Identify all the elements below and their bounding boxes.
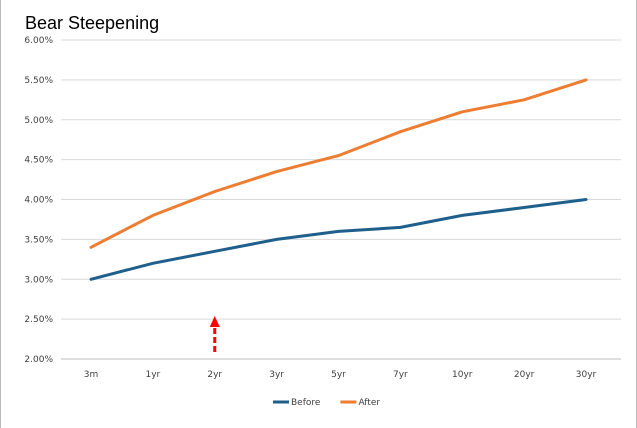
y-tick-label: 4.50% <box>24 156 53 166</box>
series-lines <box>89 78 588 281</box>
legend: Before After <box>273 398 380 408</box>
chart-title: Bear Steepening <box>25 13 159 33</box>
y-tick-label: 4.00% <box>24 196 53 206</box>
gridlines <box>61 39 621 360</box>
y-tick-label: 5.50% <box>24 76 53 86</box>
x-axis-tick-labels: 3m 1yr 2yr 3yr 5yr 7yr 10yr 20yr 30yr <box>84 370 597 380</box>
series-line-after <box>89 78 588 249</box>
y-tick-label: 3.50% <box>24 235 53 245</box>
y-axis-tick-labels: 2.00% 2.50% 3.00% 3.50% 4.00% 4.50% 5.00% 5.50%… <box>24 36 53 365</box>
x-tick-label: 3m <box>84 370 99 380</box>
x-tick-label: 2yr <box>207 370 222 380</box>
y-tick-label: 2.00% <box>24 355 53 365</box>
legend-label-after: After <box>358 398 380 408</box>
y-tick-label: 2.50% <box>24 315 53 325</box>
series-line-before <box>89 198 588 281</box>
y-tick-label: 6.00% <box>24 36 53 46</box>
arrow-head <box>209 316 220 327</box>
x-tick-label: 7yr <box>393 370 408 380</box>
x-tick-label: 1yr <box>145 370 160 380</box>
x-tick-label: 20yr <box>514 370 535 380</box>
legend-label-before: Before <box>291 398 321 408</box>
x-tick-label: 3yr <box>269 370 284 380</box>
arrow-annotation <box>209 316 220 352</box>
y-tick-label: 5.00% <box>24 116 53 126</box>
x-tick-label: 30yr <box>576 370 597 380</box>
x-tick-label: 5yr <box>331 370 346 380</box>
x-tick-label: 10yr <box>452 370 473 380</box>
y-tick-label: 3.00% <box>24 275 53 285</box>
